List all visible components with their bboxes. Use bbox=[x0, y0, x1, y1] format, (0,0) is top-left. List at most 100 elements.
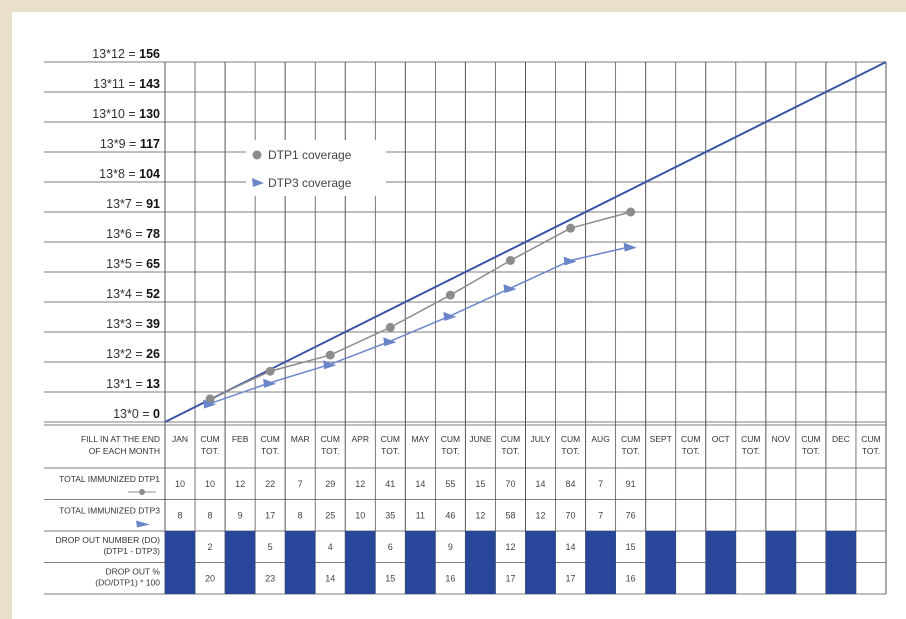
cum-tot-header: TOT. bbox=[561, 446, 579, 456]
dtp3-series-line bbox=[209, 245, 631, 405]
table-cell: 9 bbox=[448, 542, 453, 552]
row-label: TOTAL IMMUNIZED DTP1 bbox=[59, 474, 160, 484]
table-cell: 7 bbox=[298, 479, 303, 489]
table-cell: 7 bbox=[598, 510, 603, 520]
blue-cell bbox=[765, 531, 796, 563]
row-dtp1-marker bbox=[139, 489, 145, 495]
y-tick-label: 13*2 = 26 bbox=[106, 347, 160, 361]
table-cell: 14 bbox=[536, 479, 546, 489]
table-cell: 15 bbox=[385, 573, 395, 583]
legend-box bbox=[246, 140, 386, 196]
table-header-label: FILL IN AT THE END bbox=[81, 434, 160, 444]
cum-tot-header: TOT. bbox=[321, 446, 339, 456]
month-header: AUG bbox=[591, 434, 609, 444]
month-header: MAY bbox=[411, 434, 429, 444]
dtp1-point bbox=[385, 322, 395, 332]
table-cell: 17 bbox=[505, 573, 515, 583]
dtp3-point bbox=[203, 399, 217, 409]
blue-cell bbox=[825, 531, 856, 563]
blue-cell bbox=[165, 531, 196, 563]
cum-tot-header: CUM bbox=[561, 434, 580, 444]
cum-tot-header: TOT. bbox=[862, 446, 880, 456]
dtp1-point bbox=[205, 394, 215, 404]
blue-cell bbox=[405, 562, 436, 594]
table-cell: 16 bbox=[445, 573, 455, 583]
blue-cell bbox=[345, 531, 376, 563]
y-tick-label: 13*12 = 156 bbox=[92, 47, 160, 61]
legend-dtp1-marker bbox=[252, 150, 262, 160]
cum-tot-header: CUM bbox=[741, 434, 760, 444]
y-tick-label: 13*7 = 91 bbox=[106, 197, 160, 211]
blue-cell bbox=[525, 531, 556, 563]
table-cell: 25 bbox=[325, 510, 335, 520]
cum-tot-header: TOT. bbox=[682, 446, 700, 456]
dtp3-point bbox=[263, 378, 277, 388]
blue-cell bbox=[465, 562, 496, 594]
row-label: DROP OUT NUMBER (DO) bbox=[55, 535, 160, 545]
table-cell: 91 bbox=[626, 479, 636, 489]
y-axis-labels: 13*0 = 0 13*1 = 13 13*2 = 26 13*3 = 39 13*4 … bbox=[92, 47, 160, 421]
dtp3-point bbox=[503, 284, 517, 294]
blue-cell bbox=[525, 562, 556, 594]
dtp1-series-line bbox=[209, 211, 631, 400]
cum-tot-header: CUM bbox=[861, 434, 880, 444]
blue-cell bbox=[765, 562, 796, 594]
y-tick-label: 13*1 = 13 bbox=[106, 377, 160, 391]
dtp3-point bbox=[323, 360, 337, 370]
page-frame-top bbox=[0, 0, 906, 12]
blue-cell bbox=[225, 562, 256, 594]
row-label: TOTAL IMMUNIZED DTP3 bbox=[59, 506, 160, 516]
table-cell: 7 bbox=[598, 479, 603, 489]
cum-tot-header: TOT. bbox=[201, 446, 219, 456]
chart-legend: DTP1 coverage DTP3 coverage bbox=[246, 140, 386, 196]
blue-cell bbox=[585, 531, 616, 563]
table-cell: 2 bbox=[208, 542, 213, 552]
cum-tot-header: CUM bbox=[441, 434, 460, 444]
table-cell: 10 bbox=[175, 479, 185, 489]
table-cell: 12 bbox=[536, 510, 546, 520]
y-tick-label: 13*9 = 117 bbox=[100, 137, 160, 151]
blue-cell bbox=[285, 531, 316, 563]
immunization-table: FILL IN AT THE END OF EACH MONTH JAN CUM TOT… bbox=[55, 434, 881, 594]
cum-tot-header: CUM bbox=[381, 434, 400, 444]
month-header: SEPT bbox=[650, 434, 672, 444]
dtp3-point bbox=[623, 242, 637, 252]
table-cell: 58 bbox=[505, 510, 515, 520]
cum-tot-header: TOT. bbox=[742, 446, 760, 456]
blue-cell bbox=[645, 562, 676, 594]
table-cell: 12 bbox=[505, 542, 515, 552]
dtp3-point bbox=[443, 311, 457, 321]
month-header: FEB bbox=[232, 434, 249, 444]
y-tick-label: 13*11 = 143 bbox=[93, 77, 160, 91]
y-tick-label: 13*8 = 104 bbox=[99, 167, 160, 181]
table-cell: 22 bbox=[265, 479, 275, 489]
cum-tot-header: CUM bbox=[621, 434, 640, 444]
table-cell: 14 bbox=[566, 542, 576, 552]
blue-cell bbox=[645, 531, 676, 563]
dtp1-point bbox=[566, 223, 576, 233]
cum-tot-header: CUM bbox=[801, 434, 820, 444]
legend-dtp3-marker bbox=[252, 178, 264, 187]
month-header: OCT bbox=[712, 434, 730, 444]
row-dtp3-marker bbox=[136, 520, 150, 528]
chart-grid bbox=[44, 61, 887, 595]
table-cell: 6 bbox=[388, 542, 393, 552]
cum-tot-header: TOT. bbox=[441, 446, 459, 456]
dtp1-point bbox=[445, 290, 455, 300]
blue-cell bbox=[285, 562, 316, 594]
table-cell: 23 bbox=[265, 573, 275, 583]
cum-tot-header: CUM bbox=[260, 434, 279, 444]
dtp1-point bbox=[325, 350, 335, 360]
row-label: (DO/DTP1) * 100 bbox=[95, 578, 160, 588]
table-cell: 4 bbox=[328, 542, 333, 552]
month-header: APR bbox=[352, 434, 369, 444]
dtp3-point bbox=[383, 337, 397, 347]
blue-cell bbox=[825, 562, 856, 594]
table-cell: 11 bbox=[416, 510, 425, 520]
table-cell: 84 bbox=[566, 479, 576, 489]
blue-cell bbox=[345, 562, 376, 594]
legend-dtp3-label: DTP3 coverage bbox=[268, 176, 352, 190]
month-header: DEC bbox=[832, 434, 850, 444]
table-cell: 46 bbox=[445, 510, 455, 520]
